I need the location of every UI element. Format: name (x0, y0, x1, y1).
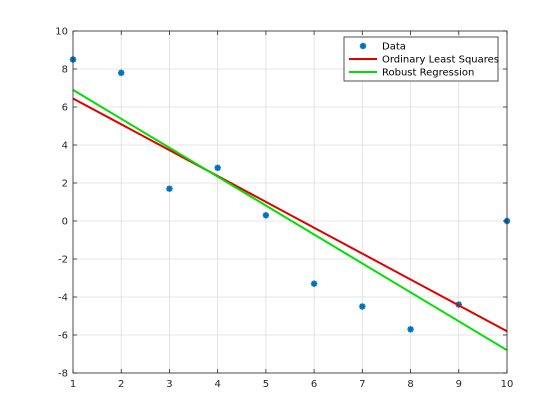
y-tick-label: 4 (62, 141, 68, 152)
axis-ticks: 1 2 3 4 5 6 7 8 9 10 -8 -6 -4 -2 0 2 4 6 8 10 (55, 27, 513, 391)
legend-entry-label: Robust Regression (382, 68, 474, 79)
series-line-2 (72, 89, 508, 352)
x-tick-label: 6 (311, 379, 317, 390)
data-point (118, 69, 125, 76)
star-stroke (214, 164, 221, 171)
data-point (214, 164, 221, 171)
y-tick-label: 10 (55, 27, 68, 38)
y-tick-label: -8 (58, 369, 68, 380)
y-tick-label: 2 (62, 179, 68, 190)
data-point (359, 303, 366, 310)
star-stroke (262, 212, 269, 219)
star-stroke (118, 69, 125, 76)
data-point (166, 185, 173, 192)
legend: Data Ordinary Least Squares Robust Regress… (343, 36, 499, 82)
plot-area-background (73, 31, 507, 373)
y-tick-label: 6 (62, 103, 68, 114)
series-line-1 (72, 97, 508, 333)
x-tick-label: 9 (456, 379, 462, 390)
x-tick-label: 10 (501, 379, 514, 390)
x-tick-label: 7 (359, 379, 365, 390)
star-stroke (360, 43, 366, 49)
data-point (407, 326, 414, 333)
x-tick-label: 5 (263, 379, 269, 390)
legend-marker-swatch (359, 42, 367, 50)
y-tick-label: 8 (62, 65, 68, 76)
x-tick-label: 4 (214, 379, 220, 390)
star-stroke (359, 303, 366, 310)
plot-area-border (72, 30, 508, 374)
star-stroke (311, 280, 318, 287)
x-tick-label: 2 (118, 379, 124, 390)
star-stroke (166, 185, 173, 192)
legend-entry-label: Data (382, 42, 406, 53)
star-stroke (407, 326, 414, 333)
legend-entry-label: Ordinary Least Squares (382, 55, 499, 66)
x-tick-label: 1 (70, 379, 76, 390)
y-tick-label: 0 (62, 217, 68, 228)
y-tick-label: -4 (58, 293, 68, 304)
data-point (262, 212, 270, 219)
data-point (310, 280, 318, 287)
x-tick-label: 8 (407, 379, 413, 390)
y-tick-label: -2 (58, 255, 68, 266)
x-tick-label: 3 (166, 379, 172, 390)
y-tick-label: -6 (58, 331, 68, 342)
